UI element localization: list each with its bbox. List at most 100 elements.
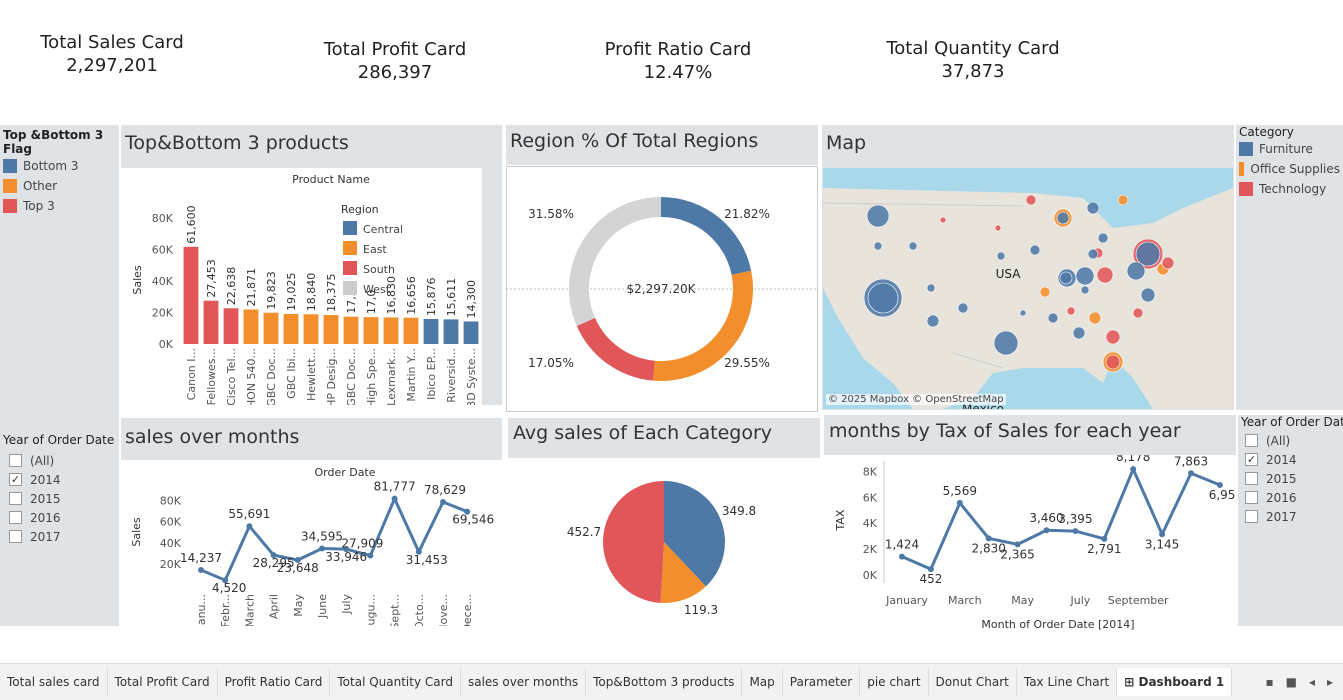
line-point[interactable] <box>415 548 422 555</box>
map-bubble[interactable] <box>908 241 918 251</box>
line-point[interactable] <box>343 546 350 553</box>
map-bubble[interactable] <box>1117 194 1129 206</box>
checkbox[interactable] <box>1245 472 1258 485</box>
line-point[interactable] <box>1101 535 1108 542</box>
bar[interactable] <box>463 321 479 344</box>
filter-option-2015[interactable]: 2015 <box>9 489 116 508</box>
legend-item-bottom3[interactable]: Bottom 3 <box>3 156 116 176</box>
filter-option-2014[interactable]: ✓ 2014 <box>9 470 116 489</box>
bar[interactable] <box>403 317 419 344</box>
checkbox[interactable] <box>1245 434 1258 447</box>
line-point[interactable] <box>1188 470 1194 477</box>
map-bubble[interactable] <box>1059 271 1073 285</box>
sheet-tab[interactable]: Map <box>742 668 783 696</box>
map-bubble[interactable] <box>1096 266 1114 284</box>
map-bubble[interactable] <box>1105 329 1121 345</box>
checkbox[interactable] <box>1245 491 1258 504</box>
sheet-tab[interactable]: Profit Ratio Card <box>218 668 331 696</box>
map-bubble[interactable] <box>1075 266 1095 286</box>
map-bubble[interactable] <box>1019 309 1027 317</box>
filter-option-2017[interactable]: 2017 <box>1245 507 1340 526</box>
filter-option-2014[interactable]: ✓ 2014 <box>1245 450 1340 469</box>
checkbox[interactable] <box>9 454 22 467</box>
tab-nav-icon[interactable]: ■ <box>1285 675 1297 689</box>
map-bubble[interactable] <box>1039 286 1051 298</box>
map-bubble[interactable] <box>1088 311 1102 325</box>
checkbox[interactable] <box>9 530 22 543</box>
map-bubble[interactable] <box>939 216 947 224</box>
map-bubble[interactable] <box>1056 211 1070 225</box>
sheet-tab[interactable]: ⊞ Dashboard 1 <box>1117 668 1233 696</box>
map-bubble[interactable] <box>993 330 1019 356</box>
map-bubble[interactable] <box>873 241 883 251</box>
line-point[interactable] <box>956 499 963 506</box>
checkbox[interactable] <box>1245 510 1258 523</box>
checkbox[interactable] <box>9 511 22 524</box>
line-point[interactable] <box>899 553 905 560</box>
filter-option-all[interactable]: (All) <box>1245 431 1340 450</box>
sheet-tab[interactable]: Donut Chart <box>929 668 1017 696</box>
checkbox-checked[interactable]: ✓ <box>1245 453 1258 466</box>
line-point[interactable] <box>319 545 325 552</box>
map-bubble[interactable] <box>1135 241 1161 267</box>
bar[interactable] <box>323 315 339 344</box>
map-bubble[interactable] <box>926 283 936 293</box>
map-view[interactable]: USA Mexico <box>823 168 1233 409</box>
map-bubble[interactable] <box>1161 256 1175 270</box>
map-bubble[interactable] <box>996 251 1006 261</box>
sheet-tab[interactable]: Top&Bottom 3 products <box>586 668 743 696</box>
filter-option-2016[interactable]: 2016 <box>1245 488 1340 507</box>
bar[interactable] <box>303 314 319 344</box>
pie-slice[interactable] <box>664 481 725 587</box>
line-point[interactable] <box>1159 531 1166 538</box>
map-bubble[interactable] <box>994 224 1002 232</box>
bar[interactable] <box>383 317 399 344</box>
checkbox[interactable] <box>9 492 22 505</box>
line-point[interactable] <box>1014 541 1021 548</box>
map-bubble[interactable] <box>1080 285 1090 295</box>
map-bubble[interactable] <box>867 282 899 314</box>
line-point[interactable] <box>294 557 301 564</box>
legend-item-technology[interactable]: Technology <box>1239 179 1340 199</box>
map-bubble[interactable] <box>1140 287 1156 303</box>
line-point[interactable] <box>367 552 374 559</box>
donut-slice[interactable] <box>653 270 753 381</box>
sheet-tab[interactable]: Total sales card <box>0 668 108 696</box>
map-bubble[interactable] <box>1029 244 1041 256</box>
bar[interactable] <box>423 318 439 344</box>
line-point[interactable] <box>1216 481 1223 488</box>
donut-slice[interactable] <box>576 317 655 381</box>
line-point[interactable] <box>1072 528 1079 535</box>
sheet-tab[interactable]: Total Profit Card <box>108 668 218 696</box>
bar[interactable] <box>363 317 379 344</box>
map-bubble[interactable] <box>1132 307 1144 319</box>
map-bubble[interactable] <box>1086 201 1100 215</box>
tab-nav-icon[interactable]: ▸ <box>1326 675 1333 689</box>
pie-slice[interactable] <box>660 542 706 603</box>
map-bubble[interactable] <box>1066 306 1076 316</box>
legend-item-office-supplies[interactable]: Office Supplies <box>1239 159 1340 179</box>
tab-nav-icon[interactable]: ▪ <box>1265 675 1274 689</box>
line-point[interactable] <box>1043 527 1050 534</box>
map-bubble[interactable] <box>926 314 940 328</box>
line-point[interactable] <box>440 499 446 506</box>
legend-item-other[interactable]: Other <box>3 176 116 196</box>
line-point[interactable] <box>1130 466 1137 473</box>
line-point[interactable] <box>246 523 253 530</box>
line-point[interactable] <box>391 495 398 502</box>
filter-option-all[interactable]: (All) <box>9 451 116 470</box>
pie-slice[interactable] <box>603 481 664 603</box>
legend-item-furniture[interactable]: Furniture <box>1239 139 1340 159</box>
map-bubble[interactable] <box>866 204 890 228</box>
filter-option-2016[interactable]: 2016 <box>9 508 116 527</box>
map-bubble[interactable] <box>1087 248 1099 260</box>
donut-slice[interactable] <box>569 197 661 326</box>
map-bubble[interactable] <box>1105 354 1121 370</box>
map-bubble[interactable] <box>1025 194 1037 206</box>
bar[interactable] <box>183 246 199 344</box>
map-bubble[interactable] <box>957 302 969 314</box>
line-point[interactable] <box>464 508 471 515</box>
bar[interactable] <box>263 312 279 344</box>
legend-item-top3[interactable]: Top 3 <box>3 196 116 216</box>
line-point[interactable] <box>927 566 934 573</box>
